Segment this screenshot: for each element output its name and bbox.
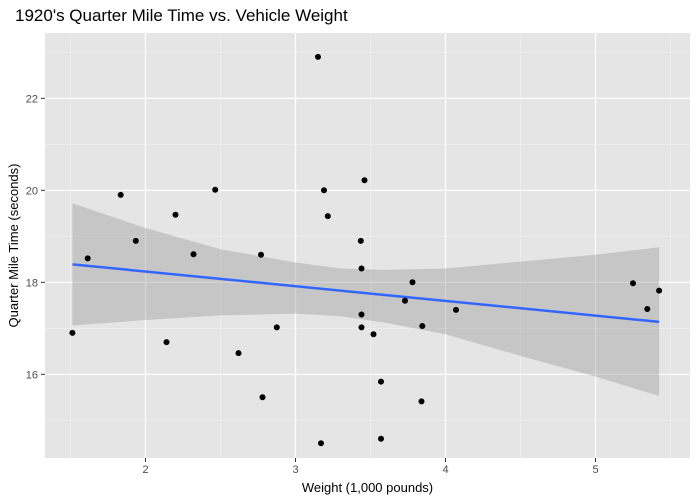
minor-gridlines [45, 33, 690, 458]
plot-panel [45, 33, 690, 458]
data-point [132, 237, 139, 244]
data-points [69, 53, 663, 447]
data-point [418, 398, 425, 405]
data-point [630, 280, 636, 287]
data-point [409, 279, 416, 286]
major-gridlines [45, 33, 690, 458]
y-tick-label: 18 [26, 277, 38, 289]
x-tick-label: 2 [142, 464, 148, 476]
data-point [419, 323, 426, 329]
data-point [644, 306, 651, 312]
data-point [84, 255, 91, 262]
data-point [378, 435, 384, 442]
x-tick-label: 4 [442, 464, 448, 476]
data-point [358, 311, 365, 318]
data-point [656, 287, 663, 294]
data-point [212, 186, 219, 193]
data-point [190, 251, 197, 258]
data-point [318, 440, 324, 447]
data-point [361, 177, 368, 184]
data-point [273, 324, 280, 331]
trend-line [72, 263, 660, 324]
y-tick-label: 20 [26, 185, 38, 197]
data-point [163, 339, 170, 346]
data-point [117, 191, 124, 198]
data-point [258, 251, 264, 258]
x-axis-title: Weight (1,000 pounds) [302, 480, 433, 495]
confidence-band [72, 203, 660, 396]
data-point [259, 394, 266, 401]
chart-title: 1920's Quarter Mile Time vs. Vehicle Wei… [15, 6, 348, 25]
data-point [378, 378, 384, 385]
data-point [235, 350, 242, 357]
data-point [370, 331, 377, 338]
data-point [315, 53, 321, 60]
data-point [172, 211, 179, 218]
data-point [321, 187, 327, 194]
data-point [402, 297, 408, 304]
y-tick-label: 16 [26, 369, 38, 381]
data-point [358, 324, 365, 331]
x-tick-label: 5 [592, 464, 598, 476]
y-axis-title: Quarter Mile Time (seconds) [6, 164, 21, 328]
data-point [324, 213, 331, 220]
data-point [358, 265, 365, 272]
x-tick-label: 3 [292, 464, 298, 476]
y-axis: 16 18 20 22 [26, 93, 45, 381]
data-point [453, 306, 459, 313]
data-point [357, 237, 364, 244]
data-point [69, 329, 76, 336]
y-tick-label: 22 [26, 93, 38, 105]
x-axis: 2 3 4 5 [142, 458, 599, 476]
